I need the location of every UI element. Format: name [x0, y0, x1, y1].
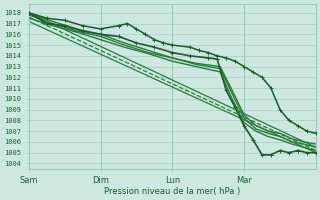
X-axis label: Pression niveau de la mer( hPa ): Pression niveau de la mer( hPa ) [104, 187, 240, 196]
